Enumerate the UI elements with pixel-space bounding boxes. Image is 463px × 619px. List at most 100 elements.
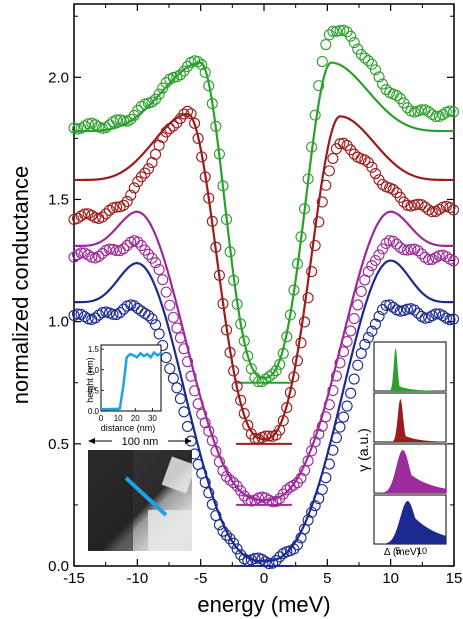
- data-point: [430, 308, 442, 320]
- data-point: [316, 483, 328, 496]
- x-tick-label: 5: [323, 570, 331, 587]
- x-tick-label: -10: [126, 570, 148, 587]
- data-point: [111, 114, 123, 126]
- data-point: [359, 52, 371, 64]
- data-point: [320, 411, 332, 423]
- data-point: [288, 543, 300, 555]
- height-x-tick-label: 0: [99, 414, 104, 423]
- data-point: [309, 239, 321, 252]
- data-point: [334, 421, 346, 433]
- data-point: [309, 500, 321, 512]
- data-point: [391, 90, 403, 102]
- data-point: [238, 490, 250, 502]
- data-point: [238, 335, 250, 347]
- data-point: [139, 98, 151, 110]
- series-0: [68, 24, 460, 388]
- main-axes: -15 -10 -5 0 5 10 15 0.0 0.5 1.0 1.5 2.0: [48, 4, 462, 587]
- data-point: [203, 487, 215, 499]
- height-y-tick-label: 1.0: [88, 366, 100, 375]
- data-point: [444, 314, 456, 326]
- data-point: [412, 245, 424, 257]
- data-point: [419, 312, 431, 324]
- height-inset-xlabel: distance (nm): [101, 423, 156, 433]
- data-point: [142, 163, 155, 175]
- data-point: [181, 420, 194, 433]
- data-point: [118, 243, 130, 255]
- data-point: [288, 479, 300, 491]
- x-tick-label: 10: [382, 570, 399, 587]
- data-point: [228, 477, 240, 489]
- data-point: [295, 472, 307, 484]
- data-point: [373, 249, 385, 261]
- x-tick-label: -15: [63, 570, 85, 587]
- data-point: [210, 241, 222, 253]
- data-point: [377, 243, 389, 255]
- data-point: [220, 470, 233, 483]
- data-point: [206, 434, 218, 447]
- data-point: [213, 519, 225, 531]
- data-point: [373, 71, 385, 83]
- y-axis-label: normalized conductance: [8, 166, 33, 404]
- data-point: [313, 216, 325, 228]
- data-point: [178, 343, 190, 355]
- data-point: [139, 307, 151, 320]
- data-point: [160, 126, 172, 138]
- data-point: [213, 148, 225, 160]
- data-point: [224, 246, 236, 258]
- data-point: [192, 132, 204, 144]
- data-point: [327, 384, 339, 397]
- data-point: [302, 455, 314, 467]
- data-point: [160, 352, 172, 364]
- data-point: [362, 55, 374, 67]
- data-point: [401, 303, 413, 315]
- data-point: [228, 537, 240, 549]
- data-point: [174, 332, 186, 344]
- data-point: [196, 151, 208, 163]
- data-point: [249, 552, 261, 564]
- series-2: [68, 210, 460, 508]
- data-point: [291, 355, 303, 367]
- data-point: [171, 322, 183, 334]
- data-point: [153, 88, 165, 100]
- data-point: [334, 25, 346, 37]
- data-point: [394, 305, 406, 317]
- data-point: [377, 178, 389, 190]
- data-point: [171, 382, 183, 394]
- data-point: [267, 557, 279, 569]
- afm-scale-bar: 100 nm: [88, 433, 192, 448]
- y-tick-label: 2.0: [48, 69, 69, 86]
- data-point: [430, 110, 442, 123]
- y-tick-label: 1.0: [48, 314, 69, 331]
- gamma-x-tick-label: 10: [417, 546, 427, 556]
- data-point: [100, 208, 112, 220]
- data-point: [362, 332, 374, 344]
- height-x-tick-label: 20: [131, 414, 140, 423]
- data-point: [416, 104, 428, 116]
- data-point: [203, 80, 215, 92]
- data-point: [302, 173, 314, 185]
- data-point: [217, 465, 229, 477]
- gamma-inset-ylabel: γ (a.u.): [355, 428, 371, 472]
- data-point: [384, 235, 396, 247]
- data-point: [274, 424, 286, 436]
- data-point: [320, 179, 332, 191]
- height-x-tick-label: 30: [148, 414, 157, 423]
- data-point: [327, 444, 339, 456]
- data-point: [377, 78, 389, 90]
- data-point: [217, 180, 229, 192]
- data-point: [387, 301, 399, 313]
- data-point: [298, 316, 311, 328]
- data-point: [270, 365, 282, 377]
- data-point: [380, 299, 392, 311]
- data-point: [298, 203, 311, 215]
- data-point: [387, 235, 399, 247]
- height-profile-line: [100, 350, 162, 411]
- data-point: [345, 325, 357, 337]
- data-point: [203, 192, 215, 204]
- data-point: [267, 496, 279, 508]
- height-x-tick-label: 10: [114, 414, 123, 423]
- data-point: [96, 211, 108, 223]
- data-point: [93, 250, 105, 263]
- data-point: [220, 324, 233, 336]
- data-point: [281, 402, 293, 414]
